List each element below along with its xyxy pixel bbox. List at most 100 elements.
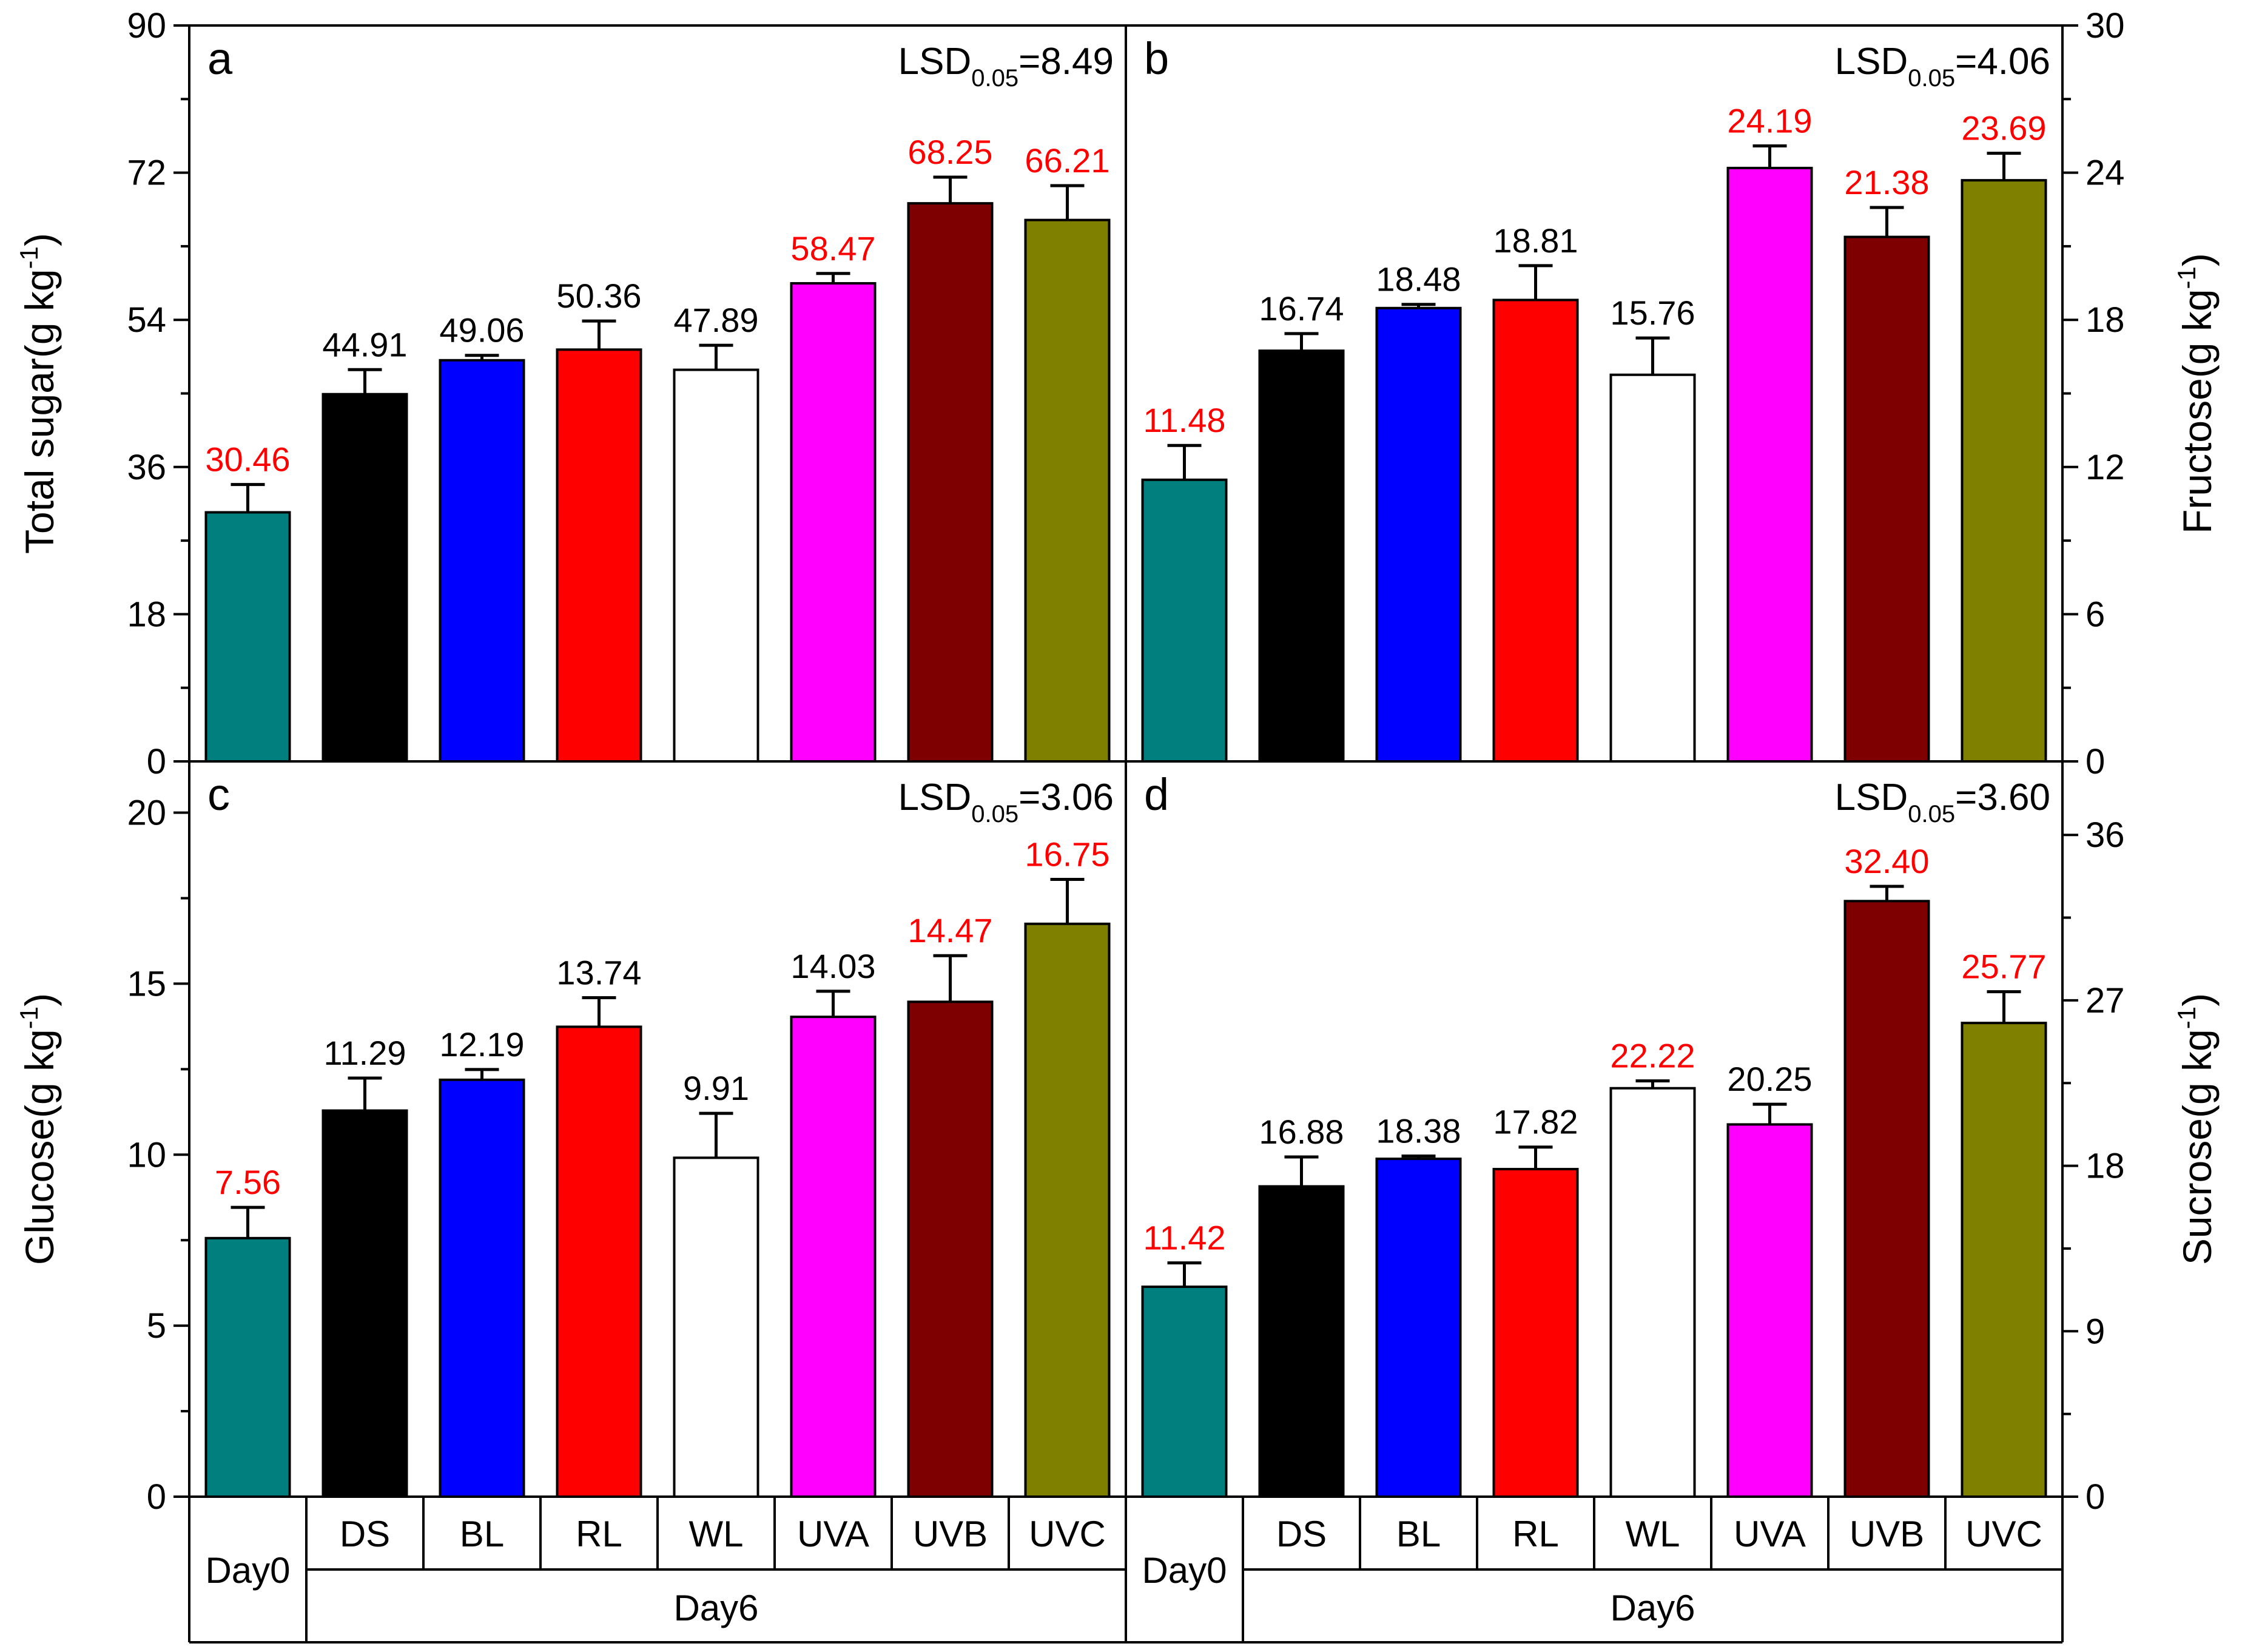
category-label-wl: WL	[1626, 1514, 1680, 1554]
y-tick-label: 0	[147, 1477, 166, 1517]
category-label-bl: BL	[1396, 1514, 1441, 1554]
data-label-ds: 11.29	[324, 1034, 406, 1072]
data-label-uva: 20.25	[1727, 1060, 1812, 1098]
lsd-value: =8.49	[1018, 41, 1114, 83]
y-tick-label: 0	[2085, 742, 2105, 781]
data-label-uvb: 14.47	[907, 911, 992, 949]
bar-wl	[673, 1156, 759, 1498]
y-tick-label: 20	[127, 794, 166, 833]
category-label-uvc: UVC	[1029, 1514, 1106, 1554]
data-label-day0: 11.42	[1143, 1219, 1226, 1257]
bar-rl	[1492, 298, 1579, 763]
bar-day0	[1141, 478, 1228, 763]
category-label-ds: DS	[340, 1514, 390, 1554]
data-label-bl: 12.19	[439, 1025, 524, 1064]
lsd-subscript: 0.05	[1908, 65, 1955, 92]
y-tick-label: 0	[2085, 1477, 2105, 1517]
y-tick-label: 36	[127, 448, 166, 487]
data-label-uvc: 16.75	[1025, 835, 1109, 873]
y-axis-label-tail: )	[17, 233, 62, 246]
y-tick-label: 15	[127, 964, 166, 1003]
y-axis-label-tail: )	[2175, 253, 2220, 266]
y-axis-label: Glucose(g kg-1)	[15, 993, 62, 1265]
y-tick-label: 24	[2085, 153, 2125, 193]
category-label-wl: WL	[689, 1514, 744, 1554]
bar-uvb	[907, 1000, 994, 1498]
data-label-rl: 50.36	[556, 277, 641, 315]
y-axis-label-superscript: -1	[15, 246, 43, 269]
y-tick-label: 27	[2085, 981, 2125, 1020]
lsd-annotation: LSD0.05=4.06	[1835, 41, 2050, 92]
bar-uvb	[907, 202, 994, 763]
y-tick-label: 72	[127, 153, 166, 193]
category-table: DS BL RL WL UVA UVB UVC Day0 Day6 DS BL RL WL UVA UVB U…	[188, 1497, 2064, 1644]
bar-uvc	[1961, 179, 2047, 763]
category-label-uva: UVA	[797, 1514, 869, 1554]
bar-wl	[1609, 1087, 1696, 1498]
data-label-rl: 13.74	[556, 954, 641, 992]
data-label-day0: 30.46	[205, 440, 290, 479]
y-axis-label-main: Total sugar(g kg	[17, 269, 62, 554]
bar-bl	[439, 1078, 525, 1499]
y-tick-label: 0	[147, 742, 166, 781]
panel-letter: d	[1144, 769, 1169, 820]
data-label-day0: 7.56	[215, 1163, 281, 1201]
data-label-uvb: 21.38	[1844, 163, 1929, 201]
category-label-uvb: UVB	[913, 1514, 988, 1554]
category-label-rl: RL	[1512, 1514, 1559, 1554]
category-table-right: DS BL RL WL UVA UVB UVC Day0 Day6	[1125, 1497, 2064, 1644]
group-label-day6: Day6	[673, 1588, 758, 1628]
data-label-rl: 18.81	[1493, 221, 1578, 260]
lsd-value: =3.06	[1018, 777, 1114, 818]
lsd-annotation: LSD0.05=3.60	[1835, 777, 2050, 828]
category-label-uvb: UVB	[1850, 1514, 1924, 1554]
lsd-value: =3.60	[1955, 777, 2050, 818]
lsd-annotation: LSD0.05=3.06	[898, 777, 1114, 828]
group-label-day6: Day6	[1610, 1588, 1695, 1628]
lsd-label: LSD	[898, 41, 972, 83]
bar-ds	[1258, 349, 1345, 763]
bar-uvb	[1843, 900, 1930, 1498]
data-label-wl: 15.76	[1610, 294, 1695, 332]
data-label-day0: 11.48	[1143, 401, 1226, 439]
bar-ds	[321, 1109, 408, 1498]
data-label-uva: 24.19	[1727, 102, 1812, 140]
y-axis-label: Fructose(g kg-1)	[2172, 253, 2220, 534]
bar-bl	[1375, 1158, 1462, 1499]
bar-day0	[204, 511, 291, 763]
panel-letter: a	[207, 33, 233, 84]
y-tick-label: 36	[2085, 815, 2125, 855]
category-label-day0: Day0	[205, 1550, 290, 1591]
lsd-subscript: 0.05	[971, 65, 1018, 92]
panel-letter: c	[207, 769, 230, 820]
y-axis-label-tail: )	[2175, 993, 2220, 1006]
data-label-uvc: 25.77	[1961, 948, 2046, 986]
lsd-annotation: LSD0.05=8.49	[898, 41, 1114, 92]
bar-wl	[673, 368, 759, 763]
lsd-label: LSD	[1835, 41, 1908, 83]
bar-ds	[321, 393, 408, 763]
bar-day0	[1141, 1285, 1228, 1499]
bar-uvb	[1843, 235, 1930, 763]
bar-uva	[1726, 166, 1813, 763]
data-label-wl: 9.91	[683, 1069, 749, 1107]
data-label-bl: 18.38	[1376, 1112, 1461, 1150]
bar-rl	[556, 348, 642, 763]
bar-bl	[1375, 306, 1462, 763]
category-label-bl: BL	[460, 1514, 504, 1554]
bar-uvc	[1024, 218, 1111, 763]
data-label-uvc: 66.21	[1025, 141, 1109, 180]
y-axis-label-main: Glucose(g kg	[17, 1029, 62, 1265]
data-label-uvb: 32.40	[1844, 842, 1929, 880]
y-tick-label: 18	[2085, 300, 2125, 340]
lsd-subscript: 0.05	[971, 801, 1018, 828]
lsd-value: =4.06	[1955, 41, 2050, 83]
bar-uvc	[1961, 1022, 2047, 1498]
y-axis-label: Sucrose(g kg-1)	[2172, 993, 2220, 1265]
y-axis-label-superscript: -1	[2172, 266, 2201, 289]
bar-uva	[790, 1016, 877, 1498]
data-label-wl: 22.22	[1610, 1037, 1695, 1075]
panel-letter: b	[1144, 33, 1169, 84]
